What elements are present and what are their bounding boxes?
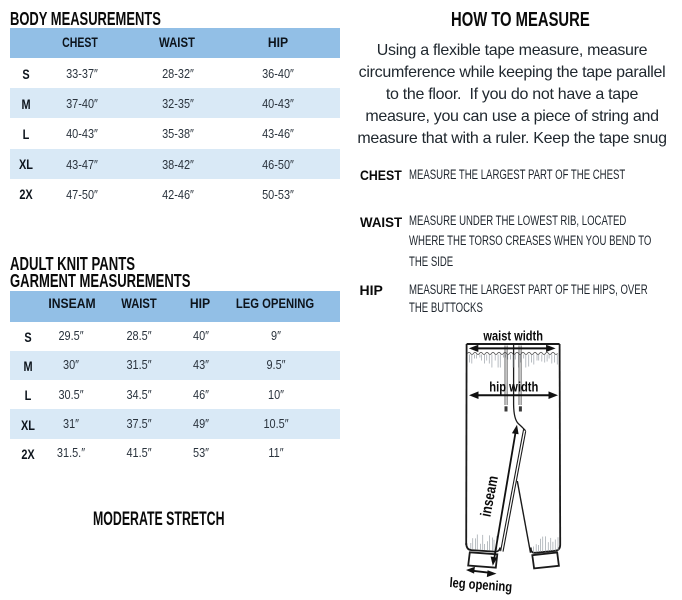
svg-text:hip width: hip width [489,380,538,395]
svg-text:leg opening: leg opening [449,575,513,595]
svg-text:inseam: inseam [477,474,501,518]
svg-text:waist width: waist width [483,328,543,344]
